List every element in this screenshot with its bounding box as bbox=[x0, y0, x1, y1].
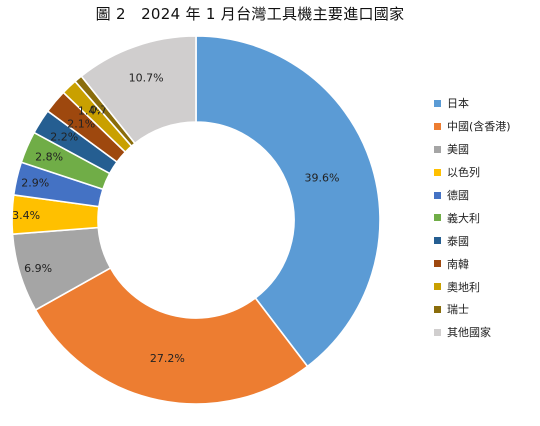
legend-item: 中國(含香港) bbox=[434, 115, 511, 138]
legend-item: 泰國 bbox=[434, 229, 511, 252]
legend-swatch bbox=[434, 145, 441, 153]
legend-swatch bbox=[434, 305, 441, 313]
legend-label: 泰國 bbox=[447, 234, 469, 248]
data-label: 6.9% bbox=[24, 262, 52, 275]
legend-item: 日本 bbox=[434, 92, 511, 115]
data-label: 3.4% bbox=[12, 209, 40, 222]
legend-label: 奧地利 bbox=[447, 280, 480, 294]
legend-swatch bbox=[434, 260, 441, 268]
legend-item: 美國 bbox=[434, 138, 511, 161]
legend-swatch bbox=[434, 99, 441, 107]
legend-swatch bbox=[434, 122, 441, 130]
data-label: 10.7% bbox=[129, 71, 164, 84]
legend-swatch bbox=[434, 237, 441, 245]
legend-item: 其他國家 bbox=[434, 321, 511, 344]
legend-swatch bbox=[434, 283, 441, 291]
data-label: 2.2% bbox=[50, 131, 78, 144]
legend-label: 德國 bbox=[447, 189, 469, 202]
data-label: 27.2% bbox=[150, 352, 185, 365]
legend-item: 以色列 bbox=[434, 161, 511, 184]
legend-swatch bbox=[434, 328, 441, 336]
data-label: 2.1% bbox=[67, 117, 95, 130]
legend-label: 南韓 bbox=[447, 257, 469, 271]
legend-label: 日本 bbox=[447, 97, 469, 111]
legend-label: 中國(含香港) bbox=[447, 120, 511, 134]
legend-item: 南韓 bbox=[434, 252, 511, 275]
data-label: 2.8% bbox=[35, 151, 63, 164]
legend-label: 瑞士 bbox=[447, 303, 469, 317]
legend-label: 以色列 bbox=[447, 166, 480, 180]
chart-title: 圖 2 2024 年 1 月台灣工具機主要進口國家 bbox=[95, 5, 405, 23]
legend-label: 美國 bbox=[447, 143, 469, 157]
donut-slice bbox=[80, 35, 197, 145]
legend-item: 瑞士 bbox=[434, 298, 511, 321]
donut-slice bbox=[195, 35, 381, 368]
data-label: 2.9% bbox=[21, 177, 49, 190]
legend-swatch bbox=[434, 168, 441, 176]
legend-item: 德國 bbox=[434, 184, 511, 207]
data-label: 39.6% bbox=[305, 171, 340, 184]
legend-item: 義大利 bbox=[434, 206, 511, 229]
legend-label: 其他國家 bbox=[447, 326, 491, 340]
legend: 日本中國(含香港) 美國以色列德國義大利泰國南韓奧地利瑞士其他國家 bbox=[434, 92, 511, 344]
legend-swatch bbox=[434, 191, 441, 199]
donut-chart: 39.6%27.2%6.9%3.4%2.9%2.8%2.2%2.1%1.4%0.… bbox=[11, 35, 381, 405]
legend-label: 義大利 bbox=[447, 211, 480, 225]
legend-swatch bbox=[434, 214, 441, 222]
donut-slice bbox=[34, 266, 309, 405]
legend-item: 奧地利 bbox=[434, 275, 511, 298]
